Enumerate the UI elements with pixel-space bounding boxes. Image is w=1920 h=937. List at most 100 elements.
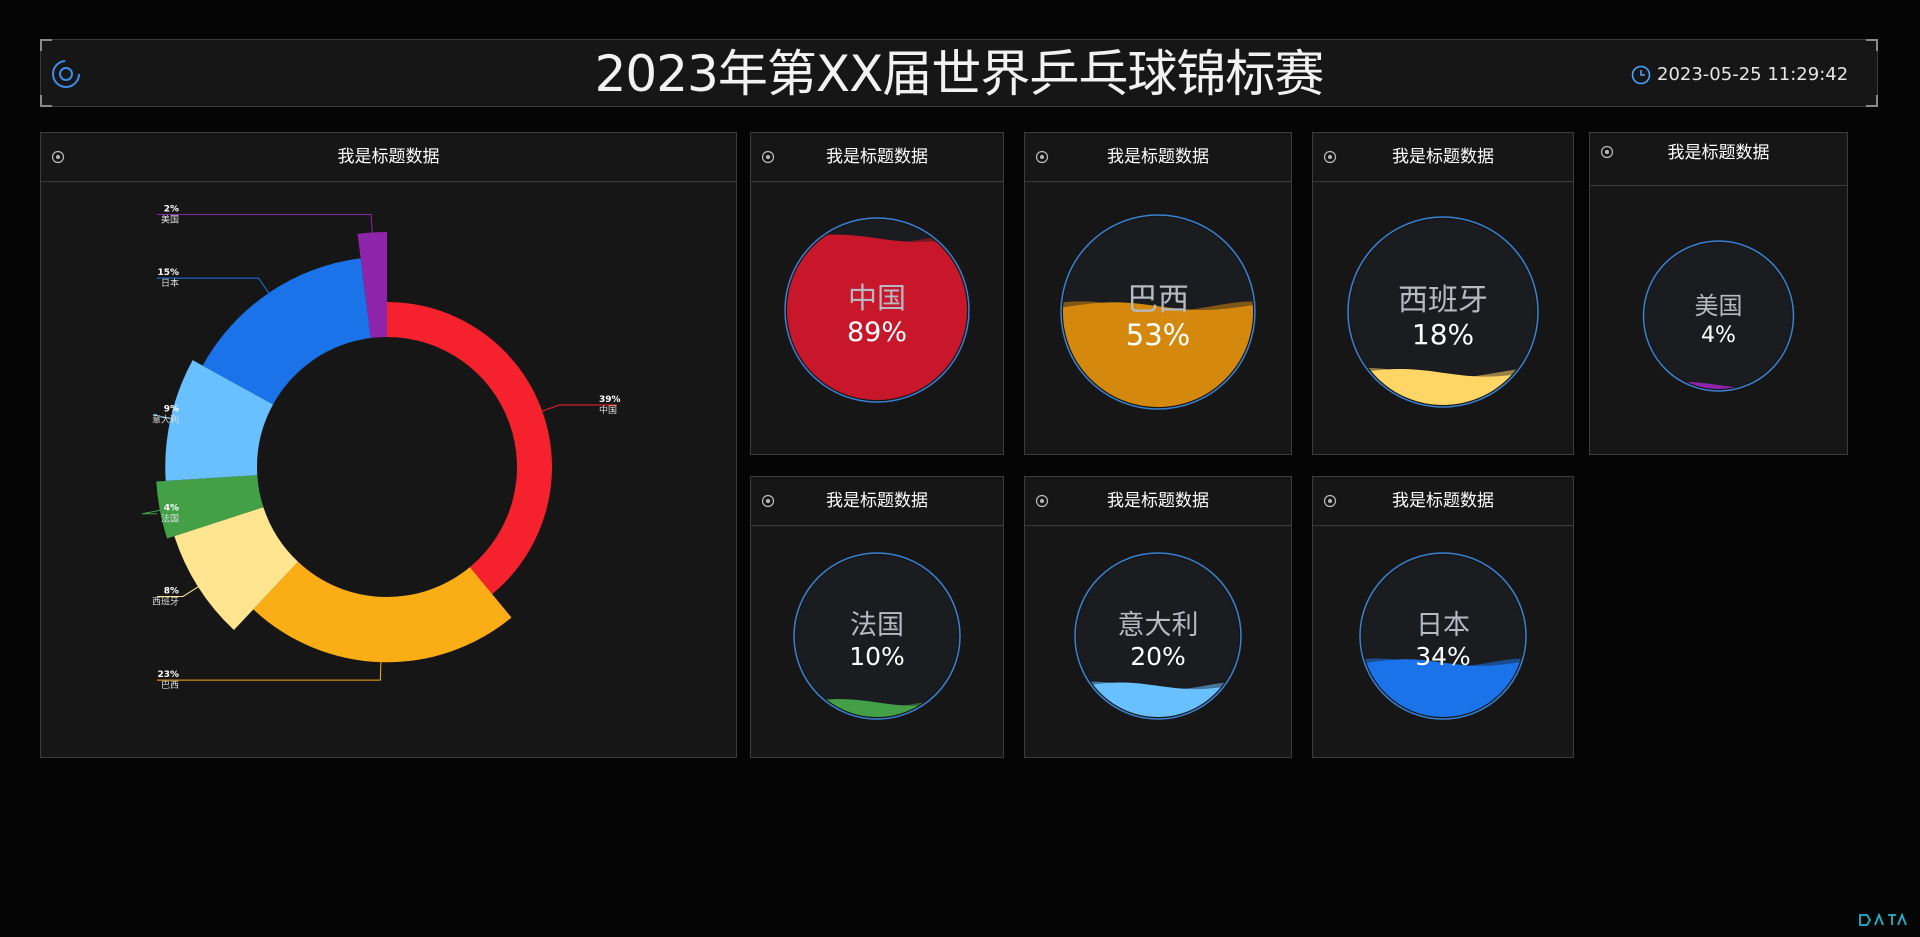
donut-slice-1[interactable] <box>387 302 552 595</box>
gauge-outline <box>1359 552 1527 720</box>
gauge-country-label: 法国 <box>850 610 904 641</box>
gauge-outline <box>1074 552 1242 720</box>
leader-line <box>157 277 272 297</box>
panel-title: 我是标题数据 <box>1392 147 1494 167</box>
clock-icon <box>1631 65 1651 84</box>
gauge-percent-label: 34% <box>1415 642 1471 671</box>
gauge-country-label: 日本 <box>1416 610 1470 641</box>
target-icon <box>1035 494 1049 508</box>
panel-title: 我是标题数据 <box>337 147 440 167</box>
donut-slice-4[interactable] <box>156 475 264 539</box>
donut-slice-3[interactable] <box>174 507 299 631</box>
panel-title: 我是标题数据 <box>1667 143 1770 163</box>
panel-header: 我是标题数据 <box>1313 477 1573 526</box>
ring-logo-icon <box>52 60 80 88</box>
panel-usa: 我是标题数据 美国 4% <box>1589 132 1848 455</box>
leader-line <box>157 658 382 681</box>
panel-italy: 我是标题数据 意大利 20% <box>1024 476 1292 758</box>
gauge-percent-label: 53% <box>1126 318 1190 352</box>
slice-percent-label: 23% <box>157 670 179 680</box>
page-title: 2023年第XX届世界乒乓球锦标赛 <box>594 45 1325 103</box>
corner-decoration <box>40 95 52 107</box>
gauge-country-label: 巴西 <box>1127 282 1189 318</box>
slice-name-label: 中国 <box>599 404 617 416</box>
gauge-background <box>1350 219 1536 405</box>
slice-name-label: 法国 <box>161 513 179 525</box>
liquid-wave <box>796 699 958 717</box>
panel-title: 我是标题数据 <box>1107 491 1209 511</box>
panel-header: 我是标题数据 <box>1025 133 1291 182</box>
gauge-outline <box>784 217 970 403</box>
gauge-outline <box>1347 216 1539 408</box>
donut-slice-5[interactable] <box>165 360 274 481</box>
slice-percent-label: 8% <box>164 586 179 596</box>
panel-title: 我是标题数据 <box>1392 491 1494 511</box>
panel-header: 我是标题数据 <box>1590 133 1847 186</box>
target-icon <box>51 150 65 164</box>
gauge-background <box>1645 243 1792 389</box>
leader-line <box>142 509 164 515</box>
datetime-display: 2023-05-25 11:29:42 <box>1631 64 1848 85</box>
donut-slice-6[interactable] <box>202 258 371 405</box>
slice-percent-label: 9% <box>164 405 179 415</box>
slice-name-label: 西班牙 <box>152 595 179 607</box>
panel-header: 我是标题数据 <box>751 133 1003 182</box>
corner-decoration <box>1866 95 1878 107</box>
header-bar: 2023年第XX届世界乒乓球锦标赛 2023-05-25 11:29:42 <box>40 39 1878 107</box>
panel-spain: 我是标题数据 西班牙 18% <box>1312 132 1574 455</box>
gauge-background <box>796 555 958 717</box>
slice-name-label: 巴西 <box>161 680 179 691</box>
gauge-outline <box>793 552 961 720</box>
panel-title: 我是标题数据 <box>1107 147 1209 167</box>
panel-main-chart: 我是标题数据 39% 中国 23% 巴西 8% 西班牙 4% 法国 9% 意大利 15% 日本 2% 美国 <box>40 132 737 758</box>
liquid-wave <box>787 234 967 400</box>
corner-decoration <box>40 39 52 51</box>
panel-title: 我是标题数据 <box>826 491 928 511</box>
gauge-percent-label: 4% <box>1701 323 1736 348</box>
slice-percent-label: 39% <box>599 395 621 405</box>
slice-name-label: 日本 <box>161 277 179 289</box>
slice-name-label: 美国 <box>161 213 179 225</box>
liquid-gauge-usa: 美国 4% <box>1642 240 1795 392</box>
gauge-country-label: 中国 <box>848 281 906 315</box>
gauge-background <box>1077 555 1239 717</box>
liquid-wave <box>1077 682 1239 717</box>
panel-header: 我是标题数据 <box>751 477 1003 526</box>
gauge-country-label: 意大利 <box>1118 610 1199 641</box>
panel-title: 我是标题数据 <box>826 147 928 167</box>
donut-chart: 39%中国 23%巴西 8%西班牙 4%法国 9%意大利 15%日本 2%美国 <box>142 204 621 691</box>
liquid-wave <box>1350 369 1536 405</box>
corner-decoration <box>1866 39 1878 51</box>
slice-percent-label: 2% <box>164 204 179 214</box>
gauge-percent-label: 10% <box>849 642 905 671</box>
target-icon <box>1600 145 1614 159</box>
panel-header: 我是标题数据 <box>41 133 736 182</box>
datetime-text: 2023-05-25 11:29:42 <box>1657 64 1849 85</box>
gauge-country-label: 美国 <box>1695 292 1743 320</box>
gauge-percent-label: 18% <box>1412 318 1474 351</box>
panel-brazil: 我是标题数据 巴西 53% <box>1024 132 1292 455</box>
gauge-percent-label: 20% <box>1130 642 1186 671</box>
gauge-country-label: 西班牙 <box>1398 283 1488 318</box>
target-icon <box>761 494 775 508</box>
panel-france: 我是标题数据 法国 10% <box>750 476 1004 758</box>
panel-china: 我是标题数据 中国 89% <box>750 132 1004 455</box>
slice-name-label: 意大利 <box>152 414 179 426</box>
panel-japan: 我是标题数据 日本 34% <box>1312 476 1574 758</box>
leader-line <box>157 213 373 237</box>
target-icon <box>1323 150 1337 164</box>
target-icon <box>761 150 775 164</box>
target-icon <box>1323 494 1337 508</box>
gauge-outline <box>1642 240 1795 392</box>
donut-slice-7[interactable] <box>357 232 387 339</box>
slice-percent-label: 4% <box>164 504 179 514</box>
slice-percent-label: 15% <box>157 268 179 278</box>
panel-header: 我是标题数据 <box>1025 477 1291 526</box>
donut-slice-2[interactable] <box>253 561 512 663</box>
